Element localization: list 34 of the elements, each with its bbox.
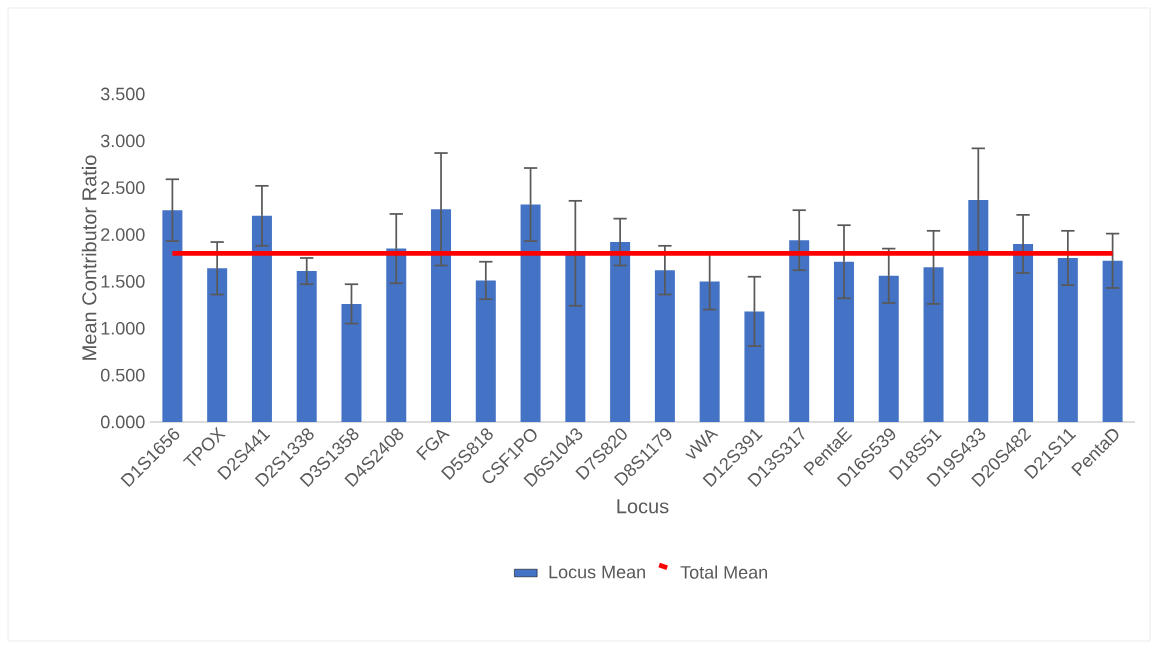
bar (251, 215, 272, 422)
bar (923, 267, 944, 422)
bar (162, 210, 183, 422)
bar (968, 199, 989, 422)
bar (386, 248, 407, 422)
y-tick-label: 0.000 (100, 415, 145, 429)
y-tick-label: 1.500 (101, 275, 145, 288)
bar (565, 253, 586, 422)
y-tick-label: 2.500 (101, 181, 145, 195)
bar (878, 275, 899, 422)
bar (341, 303, 362, 422)
bar (699, 281, 720, 422)
y-tick-label: 0.500 (100, 368, 145, 382)
bar (789, 240, 810, 422)
bar (833, 261, 854, 422)
bar (520, 204, 541, 422)
y-tick-label: 3.500 (100, 87, 145, 101)
bar (431, 209, 452, 422)
bar (475, 280, 496, 422)
bar (207, 268, 228, 422)
y-tick-label: 2.000 (101, 228, 145, 241)
y-tick-label: 1.000 (101, 321, 145, 335)
y-tick-label: 3.000 (100, 134, 145, 148)
legend-label: Locus Mean (549, 565, 645, 579)
x-axis-title: Locus (617, 499, 669, 514)
y-axis-title: Mean Contributor Ratio (81, 155, 97, 360)
bar (610, 242, 631, 422)
bar (1102, 260, 1123, 422)
bar (744, 311, 765, 422)
bar (654, 270, 675, 422)
legend-label: Total Mean (680, 565, 768, 579)
bar (1057, 257, 1078, 422)
bar (1013, 243, 1034, 422)
bar (296, 271, 317, 422)
